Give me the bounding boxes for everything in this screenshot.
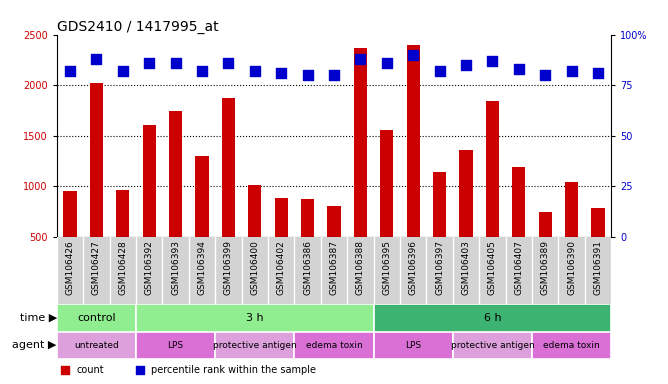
Bar: [433, 172, 446, 237]
Point: [329, 72, 339, 78]
Bar: [57, 332, 136, 359]
Text: GDS2410 / 1417995_at: GDS2410 / 1417995_at: [57, 20, 218, 33]
Text: percentile rank within the sample: percentile rank within the sample: [151, 365, 316, 375]
Text: protective antigen: protective antigen: [450, 341, 534, 350]
Text: GSM106428: GSM106428: [118, 240, 128, 295]
Point: [434, 68, 445, 74]
Text: GSM106405: GSM106405: [488, 240, 497, 295]
Point: [59, 367, 70, 373]
Text: LPS: LPS: [405, 341, 422, 350]
Text: GSM106427: GSM106427: [92, 240, 101, 295]
Text: GSM106399: GSM106399: [224, 240, 233, 295]
Bar: [373, 332, 453, 359]
Point: [461, 62, 472, 68]
Text: GSM106426: GSM106426: [65, 240, 74, 295]
Bar: [196, 156, 208, 237]
Text: GSM106400: GSM106400: [250, 240, 259, 295]
Point: [355, 56, 366, 62]
Point: [540, 72, 550, 78]
Bar: [354, 48, 367, 237]
Bar: [301, 199, 314, 237]
Point: [91, 56, 102, 62]
Bar: [136, 332, 215, 359]
Bar: [295, 332, 373, 359]
Text: GSM106393: GSM106393: [171, 240, 180, 295]
Point: [408, 52, 419, 58]
Bar: [136, 304, 373, 332]
Bar: [215, 332, 295, 359]
Point: [249, 68, 260, 74]
Bar: [142, 124, 156, 237]
Bar: [90, 83, 103, 237]
Point: [65, 68, 75, 74]
Point: [302, 72, 313, 78]
Text: edema toxin: edema toxin: [306, 341, 362, 350]
Bar: [591, 207, 605, 237]
Bar: [565, 182, 578, 237]
Bar: [453, 332, 532, 359]
Text: 6 h: 6 h: [484, 313, 501, 323]
Text: GSM106389: GSM106389: [540, 240, 550, 295]
Bar: [532, 332, 611, 359]
Point: [170, 60, 181, 66]
Point: [514, 66, 524, 72]
Point: [276, 70, 287, 76]
Bar: [63, 191, 77, 237]
Point: [487, 58, 498, 64]
Point: [593, 70, 603, 76]
Point: [135, 367, 146, 373]
Text: untreated: untreated: [74, 341, 119, 350]
Bar: [275, 199, 288, 237]
Text: GSM106386: GSM106386: [303, 240, 312, 295]
Bar: [248, 185, 261, 237]
Text: GSM106392: GSM106392: [145, 240, 154, 295]
Text: GSM106394: GSM106394: [198, 240, 206, 295]
Text: GSM106396: GSM106396: [409, 240, 418, 295]
Text: GSM106403: GSM106403: [462, 240, 470, 295]
Bar: [407, 45, 420, 237]
Text: GSM106390: GSM106390: [567, 240, 576, 295]
Point: [196, 68, 207, 74]
Bar: [327, 205, 341, 237]
Text: GSM106407: GSM106407: [514, 240, 523, 295]
Bar: [460, 150, 473, 237]
Point: [118, 68, 128, 74]
Point: [381, 60, 392, 66]
Bar: [169, 111, 182, 237]
Bar: [116, 190, 130, 237]
Text: agent ▶: agent ▶: [13, 340, 57, 350]
Text: control: control: [77, 313, 116, 323]
Text: GSM106395: GSM106395: [382, 240, 391, 295]
Bar: [222, 98, 235, 237]
Bar: [57, 304, 136, 332]
Point: [144, 60, 154, 66]
Text: protective antigen: protective antigen: [213, 341, 297, 350]
Text: 3 h: 3 h: [246, 313, 264, 323]
Text: edema toxin: edema toxin: [543, 341, 600, 350]
Bar: [538, 212, 552, 237]
Bar: [380, 130, 393, 237]
Text: count: count: [76, 365, 104, 375]
Text: GSM106402: GSM106402: [277, 240, 286, 295]
Point: [223, 60, 234, 66]
Text: GSM106388: GSM106388: [356, 240, 365, 295]
Text: GSM106391: GSM106391: [594, 240, 603, 295]
Bar: [373, 304, 611, 332]
Text: GSM106387: GSM106387: [329, 240, 339, 295]
Text: LPS: LPS: [168, 341, 184, 350]
Point: [566, 68, 577, 74]
Bar: [512, 167, 526, 237]
Text: GSM106397: GSM106397: [435, 240, 444, 295]
Bar: [486, 101, 499, 237]
Text: time ▶: time ▶: [19, 313, 57, 323]
